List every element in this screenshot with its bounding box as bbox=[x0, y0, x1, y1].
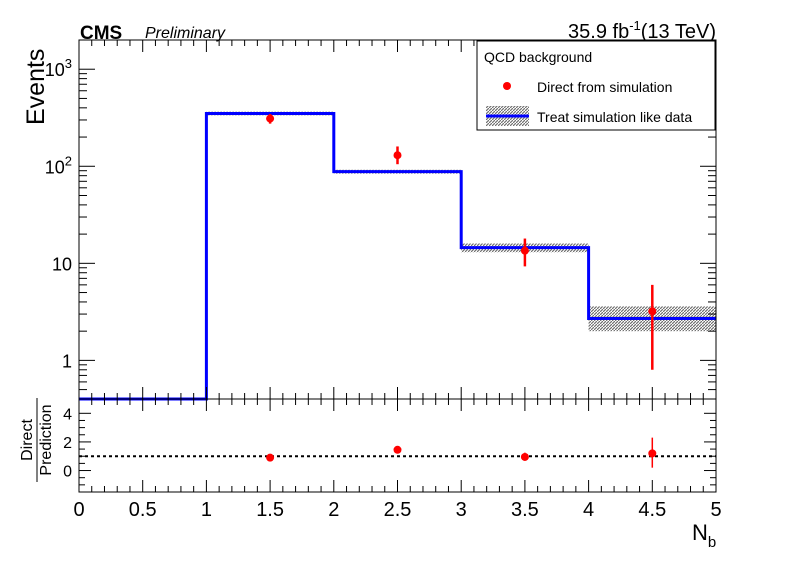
x-tick-label: 3.5 bbox=[511, 499, 539, 521]
ratio-axes: 0 0.5 1 1.5 2 2.5 3 3.5 4 4.5 5 0 2 4 bbox=[63, 399, 722, 521]
ratio-y-tick-label: 4 bbox=[63, 406, 72, 423]
data-point bbox=[266, 114, 275, 123]
x-axis-title-main: N bbox=[692, 520, 708, 545]
legend-entry-line: Treat simulation like data bbox=[537, 109, 692, 125]
histogram-step-line bbox=[79, 111, 716, 401]
x-tick-label: 1.5 bbox=[256, 499, 284, 521]
y-axis-title: Events bbox=[22, 49, 50, 125]
main-y-tick-label: 102 bbox=[45, 153, 72, 177]
ratio-y-tick-label: 0 bbox=[63, 464, 72, 481]
ratio-plot-frame bbox=[78, 398, 717, 493]
lumi-label: 35.9 fb-1(13 TeV) bbox=[568, 18, 716, 43]
main-y-tick-label: 1 bbox=[62, 351, 72, 371]
data-point bbox=[393, 151, 402, 160]
status-label: Preliminary bbox=[145, 25, 226, 42]
ratio-y-title: Direct Prediction bbox=[19, 398, 55, 482]
x-tick-label: 2 bbox=[328, 499, 339, 521]
ratio-points-layer bbox=[79, 437, 716, 468]
ratio-point bbox=[648, 449, 657, 458]
x-tick-label: 0.5 bbox=[129, 499, 157, 521]
legend-title: QCD background bbox=[484, 49, 592, 65]
main-y-tick-label-exp: 2 bbox=[65, 153, 72, 168]
main-y-tick-label-exp: 3 bbox=[65, 56, 72, 71]
main-y-tick-label-base: 1 bbox=[62, 351, 72, 371]
ratio-point bbox=[393, 445, 402, 454]
x-tick-label: 5 bbox=[710, 499, 721, 521]
ratio-title-top: Direct bbox=[19, 419, 36, 461]
x-tick-label: 0 bbox=[73, 499, 84, 521]
x-tick-label: 1 bbox=[201, 499, 212, 521]
ratio-y-tick-label: 2 bbox=[63, 435, 72, 452]
ratio-title-bottom: Prediction bbox=[38, 404, 55, 475]
experiment-label: CMS bbox=[80, 23, 122, 44]
x-axis-title-sub: b bbox=[708, 534, 716, 551]
data-point bbox=[648, 307, 657, 316]
x-tick-label: 3 bbox=[456, 499, 467, 521]
lumi-exponent: -1 bbox=[629, 18, 641, 33]
x-tick-label: 4.5 bbox=[638, 499, 666, 521]
main-y-tick-label-base: 10 bbox=[52, 254, 72, 274]
x-tick-label: 4 bbox=[583, 499, 594, 521]
legend-entry-points: Direct from simulation bbox=[537, 79, 672, 95]
ratio-point bbox=[520, 452, 529, 461]
legend: QCD background Direct from simulation Tr… bbox=[476, 40, 716, 131]
ratio-point bbox=[266, 453, 275, 462]
main-y-tick-label-base: 10 bbox=[45, 60, 65, 80]
main-y-tick-label: 10 bbox=[52, 254, 72, 274]
points-layer bbox=[266, 114, 657, 370]
main-y-tick-label-base: 10 bbox=[45, 157, 65, 177]
x-tick-label: 2.5 bbox=[384, 499, 412, 521]
main-y-tick-label: 103 bbox=[45, 56, 72, 80]
lumi-value: 35.9 fb bbox=[568, 21, 629, 43]
legend-marker-points bbox=[503, 82, 511, 90]
lumi-energy: (13 TeV) bbox=[641, 21, 716, 43]
histogram-layer bbox=[79, 111, 716, 401]
data-point bbox=[520, 246, 529, 255]
x-axis-title: Nb bbox=[692, 520, 716, 551]
